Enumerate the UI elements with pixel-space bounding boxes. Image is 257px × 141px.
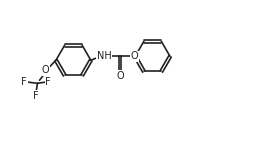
Text: F: F (45, 77, 51, 87)
Text: NH: NH (97, 51, 112, 61)
Text: O: O (116, 71, 124, 81)
Text: O: O (41, 65, 49, 75)
Text: F: F (33, 91, 38, 101)
Text: F: F (21, 77, 27, 87)
Text: O: O (130, 51, 138, 61)
